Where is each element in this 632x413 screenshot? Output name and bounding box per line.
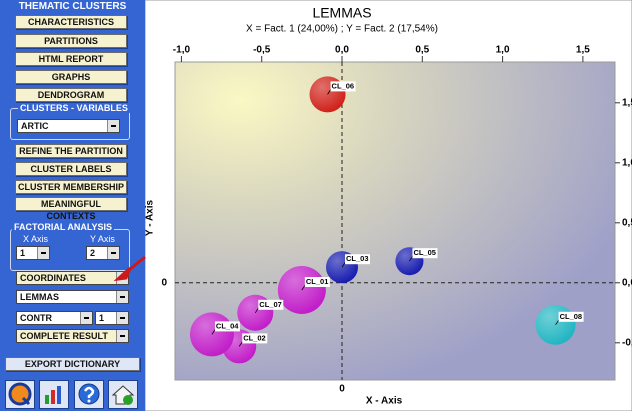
chart-title: LEMMAS: [312, 5, 371, 21]
x-tick-label: -1,0: [173, 45, 191, 56]
label-box: [242, 333, 268, 344]
y-axis-legend: Y Axis: [88, 234, 117, 244]
logo-button[interactable]: [5, 380, 35, 409]
chart-button[interactable]: [39, 380, 69, 409]
select[interactable]: COORDINATES: [16, 271, 129, 285]
x-tick-label: 1,0: [496, 45, 510, 56]
x-tick-label: 0,0: [335, 45, 349, 56]
button[interactable]: PARTITIONS: [15, 34, 127, 48]
label-box: [214, 321, 240, 332]
fieldset-legend: FACTORIAL ANALYSIS: [12, 222, 115, 232]
button[interactable]: REFINE THE PARTITION: [15, 144, 127, 158]
label-box: [558, 311, 584, 322]
bubble-group: CL_08: [535, 304, 584, 345]
select[interactable]: LEMMAS: [16, 290, 129, 304]
select[interactable]: COMPLETE RESULT: [16, 329, 129, 343]
label-box: [258, 299, 284, 310]
button[interactable]: DENDROGRAM: [15, 88, 127, 102]
label-box: [304, 277, 330, 287]
point-label: CL_04: [216, 321, 239, 330]
x-tick-label: -0,5: [253, 45, 271, 56]
select[interactable]: ARTIC: [17, 119, 120, 133]
y-tick-label: 1,0: [622, 157, 632, 168]
point-label: CL_01: [306, 277, 329, 286]
sidebar-header: THEMATIC CLUSTERS: [18, 1, 127, 12]
point-label: CL_06: [332, 81, 355, 90]
label-box: [412, 248, 438, 259]
bubble-group: CL_01: [277, 266, 330, 314]
point-label: CL_05: [413, 248, 436, 257]
button[interactable]: HTML REPORT: [15, 52, 127, 66]
y-tick-label: 0: [161, 277, 167, 288]
y-axis-label: Y - Axis: [145, 200, 156, 237]
select[interactable]: 2: [86, 246, 120, 260]
pointer-arrow: [113, 255, 146, 282]
select[interactable]: 1: [95, 311, 129, 325]
x-axis-label: X - Axis: [366, 396, 403, 407]
bubble-group: CL_07: [237, 294, 284, 331]
button[interactable]: GRAPHS: [15, 70, 127, 84]
home-button[interactable]: [108, 380, 138, 409]
help-button[interactable]: [74, 380, 104, 409]
bubble-group: CL_03: [326, 251, 371, 284]
sidebar: THEMATIC CLUSTERS CHARACTERISTICS PARTIT…: [0, 0, 146, 411]
label-box: [330, 81, 356, 92]
y-tick-label: 0,0: [622, 277, 632, 288]
point-label: CL_08: [560, 312, 583, 321]
x-tick-label: 0: [339, 384, 345, 395]
bubble-group: CL_05: [395, 247, 438, 276]
button[interactable]: CLUSTER LABELS: [15, 162, 127, 176]
button[interactable]: CHARACTERISTICS: [15, 15, 127, 29]
point-label: CL_02: [243, 333, 266, 342]
bubble-group: CL_06: [309, 76, 356, 113]
button[interactable]: MEANINGFUL CONTEXTS: [15, 197, 127, 221]
y-tick-label: -0,5: [622, 337, 632, 348]
bubble-group: CL_04: [189, 312, 240, 357]
fieldset-legend: CLUSTERS - VARIABLES: [18, 103, 130, 113]
x-tick-label: 0,5: [415, 45, 429, 56]
button[interactable]: EXPORT DICTIONARY: [5, 357, 140, 371]
chart-subtitle: X = Fact. 1 (24,00%) ; Y = Fact. 2 (17,5…: [246, 24, 438, 35]
label-box: [345, 254, 371, 265]
button[interactable]: CLUSTER MEMBERSHIP: [15, 180, 127, 194]
x-axis-legend: X Axis: [21, 234, 51, 244]
x-tick-label: 1,5: [576, 45, 590, 56]
select[interactable]: 1: [16, 246, 50, 260]
select[interactable]: CONTR: [16, 311, 93, 325]
y-tick-label: 1,5: [622, 97, 632, 108]
point-label: CL_07: [259, 300, 282, 309]
point-label: CL_03: [346, 254, 369, 263]
y-tick-label: 0,5: [622, 217, 632, 228]
